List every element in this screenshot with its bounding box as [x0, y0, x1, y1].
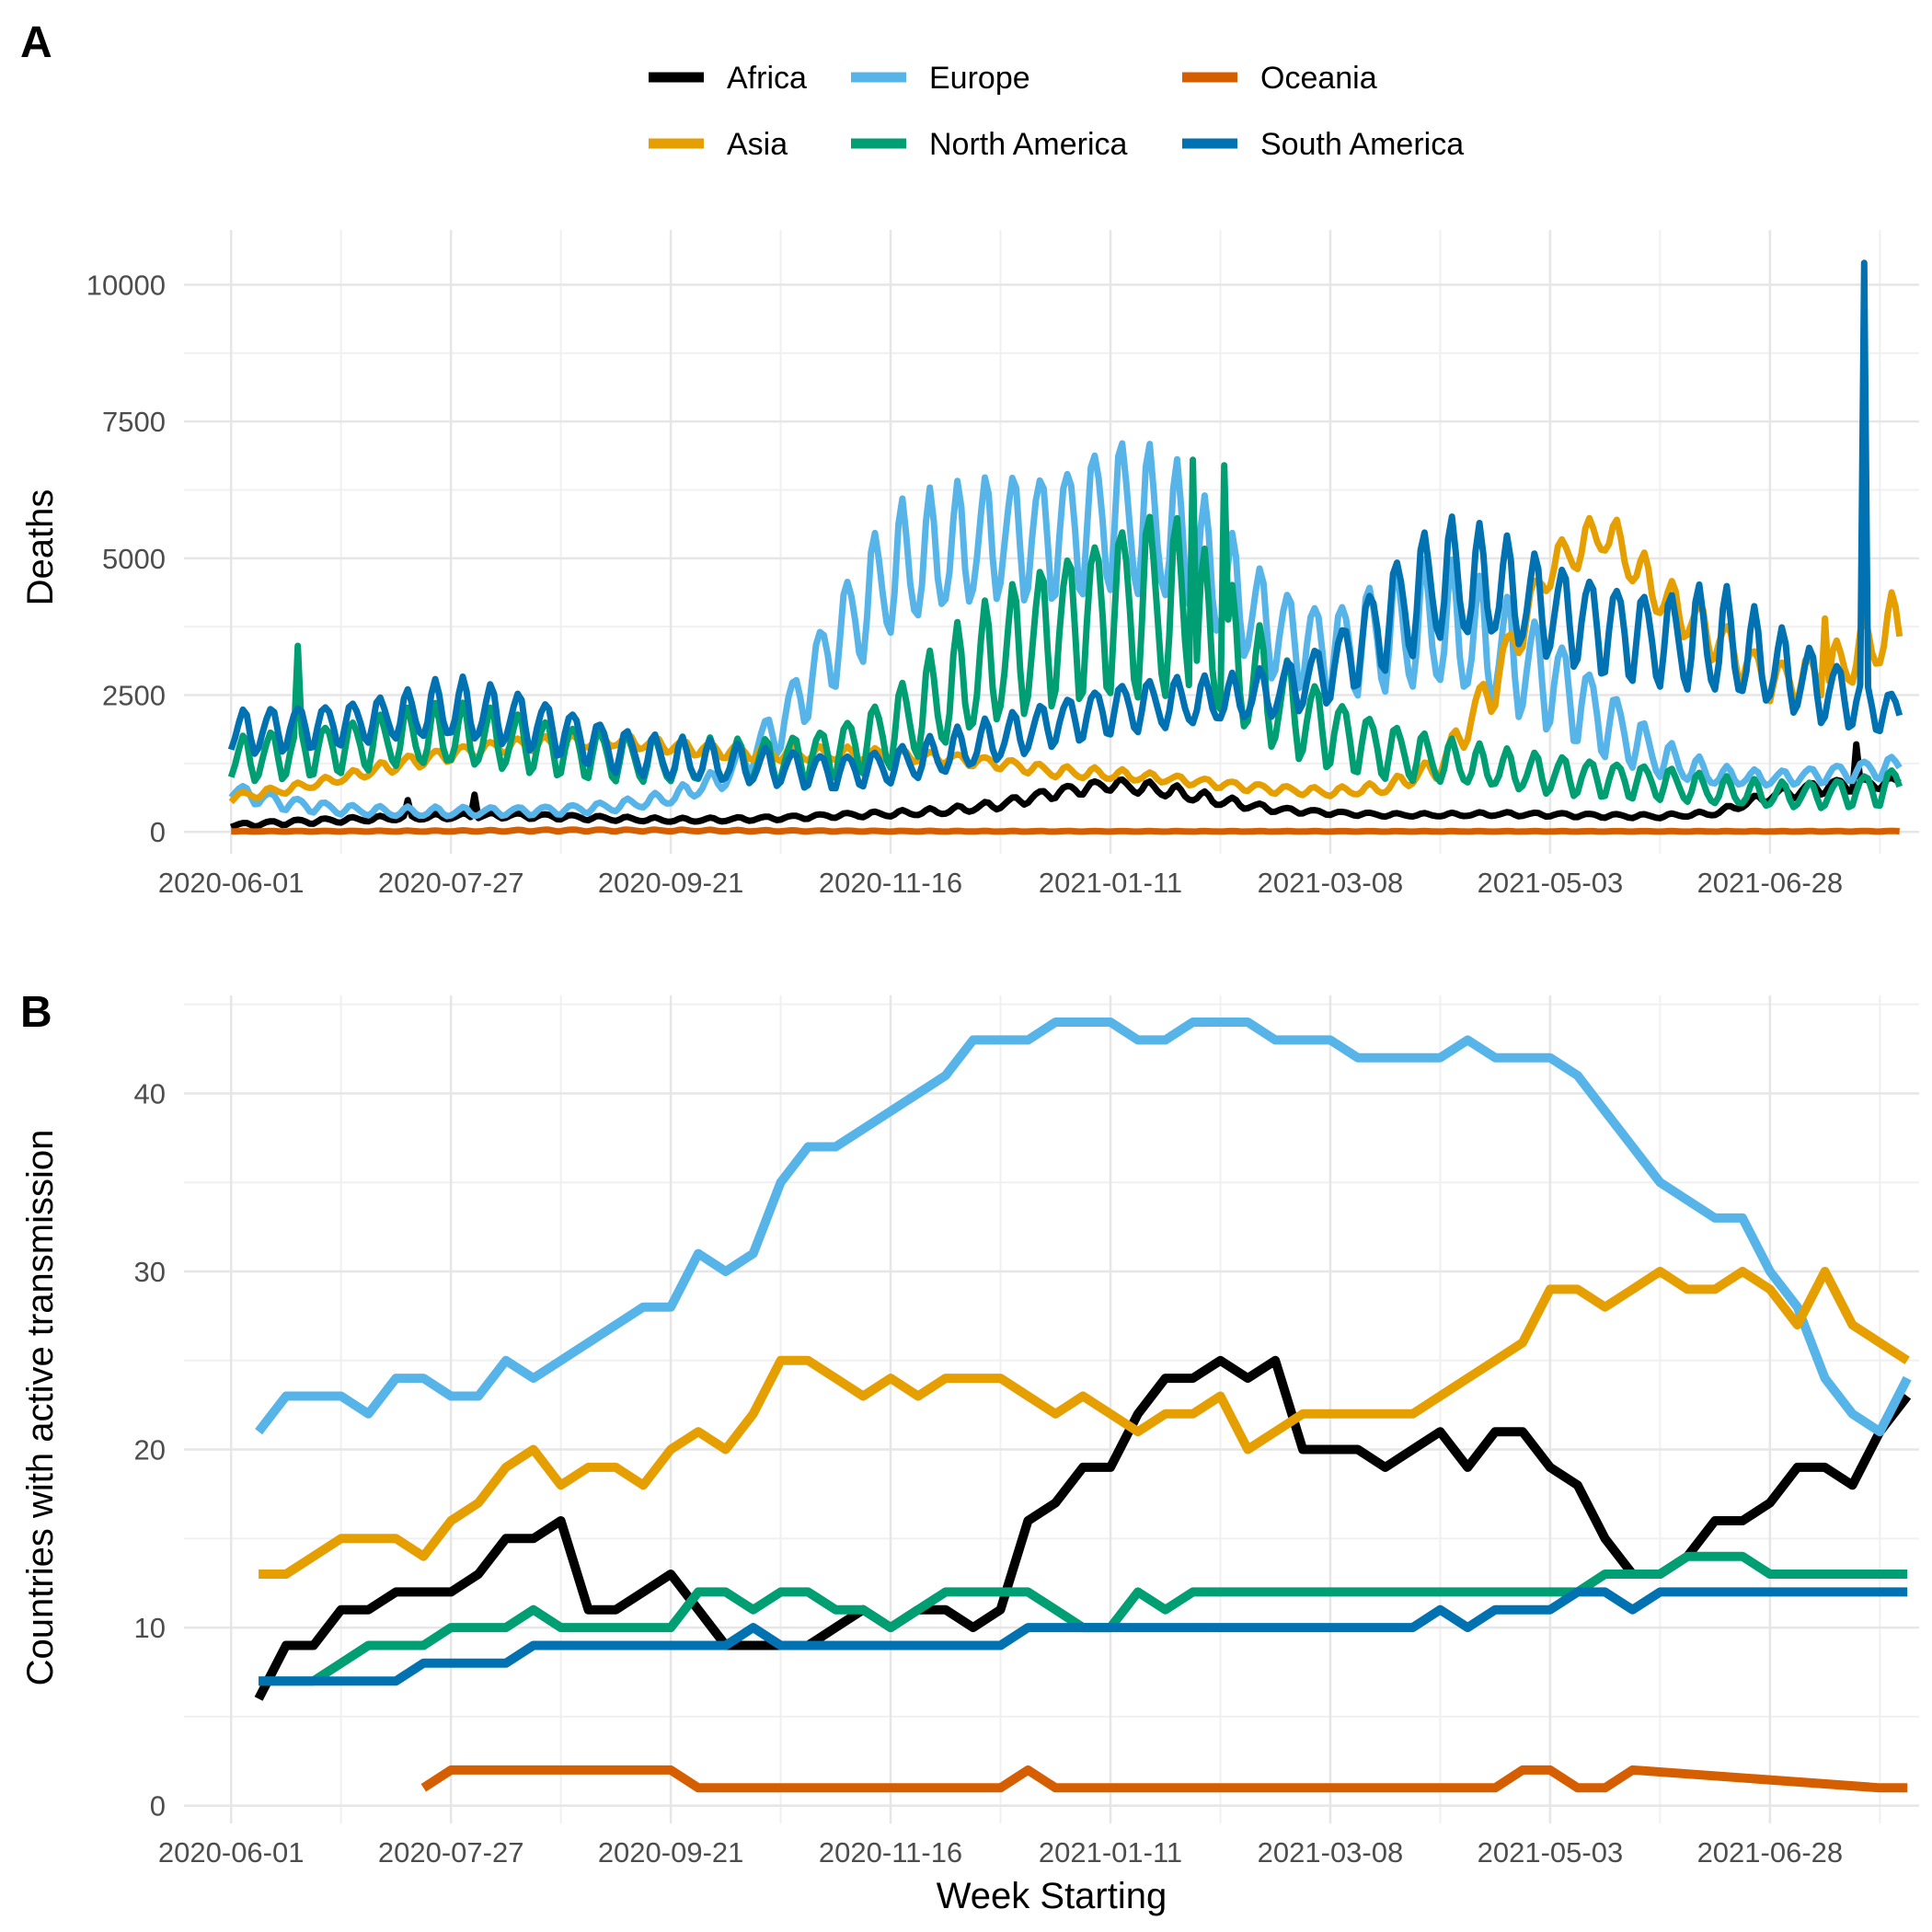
panel-b-x-tick-label: 2021-01-11 — [1039, 1836, 1182, 1869]
panel-a-x-tick-label: 2020-06-01 — [158, 867, 305, 899]
legend: Africa Europe Oceania Asia North America Sout… — [649, 61, 1464, 162]
legend-item-oceania: Oceania — [1182, 61, 1377, 96]
panel-a-line-oceania — [231, 826, 1900, 835]
panel-a-x-tick-label: 2020-11-16 — [819, 867, 962, 899]
legend-label-asia: Asia — [727, 127, 788, 162]
panel-b-x-tick-label: 2021-03-08 — [1258, 1836, 1404, 1869]
legend-label-north-america: North America — [929, 127, 1127, 162]
panel-a-y-tick-label: 7500 — [102, 406, 166, 438]
panel-a-x-tick-label: 2021-05-03 — [1478, 867, 1624, 899]
panel-a-line-europe — [228, 440, 1903, 820]
x-axis-title: Week Starting — [937, 1876, 1167, 1916]
panel-a-x-tick-label: 2021-06-28 — [1697, 867, 1844, 899]
panel-a-y-tick-label: 10000 — [86, 269, 166, 301]
panel-a-plot: 2020-06-01 2020-07-27 2020-09-21 2020-11-16… — [86, 230, 1919, 899]
panel-b-y-axis-title: Countries with active transmission — [20, 1130, 61, 1686]
legend-label-africa: Africa — [727, 61, 807, 96]
panel-b-x-tick-label: 2021-05-03 — [1478, 1836, 1624, 1869]
panel-a-tag: A — [20, 18, 52, 67]
legend-item-africa: Africa — [649, 61, 807, 96]
panel-b-y-tick-label: 10 — [134, 1612, 166, 1644]
panel-a-y-tick-label: 0 — [150, 816, 166, 848]
panel-a-series — [227, 259, 1903, 835]
panel-a-x-tick-label: 2020-09-21 — [598, 867, 744, 899]
panel-a-x-tick-label: 2020-07-27 — [378, 867, 524, 899]
panel-a-x-tick-label: 2021-01-11 — [1039, 867, 1182, 899]
panel-b-tag: B — [20, 988, 52, 1037]
panel-b-line-asia — [259, 1267, 1910, 1579]
panel-b-y-tick-label: 0 — [150, 1790, 166, 1823]
panel-b-x-tick-label: 2021-06-28 — [1697, 1836, 1844, 1869]
panel-a-x-tick-label: 2021-03-08 — [1258, 867, 1404, 899]
panel-a-y-axis-title: Deaths — [20, 489, 61, 606]
panel-b-y-tick-label: 20 — [134, 1434, 166, 1466]
panel-a-line-south-america — [227, 259, 1903, 792]
panel-b-grid — [184, 995, 1919, 1823]
panel-b-y-tick-label: 30 — [134, 1256, 166, 1288]
panel-b-plot: 2020-06-01 2020-07-27 2020-09-21 2020-11-16… — [134, 995, 1919, 1869]
panel-a-grid — [184, 230, 1919, 854]
panel-a-y-tick-label: 5000 — [102, 543, 166, 575]
panel-b-line-europe — [255, 1018, 1912, 1437]
panel-b-x-tick-label: 2020-09-21 — [598, 1836, 744, 1869]
legend-label-oceania: Oceania — [1260, 61, 1377, 96]
panel-a-y-tick-label: 2500 — [102, 680, 166, 712]
panel-b-line-south-america — [259, 1587, 1908, 1686]
legend-item-europe: Europe — [851, 61, 1030, 96]
legend-label-south-america: South America — [1260, 127, 1464, 162]
panel-b-line-oceania — [420, 1765, 1908, 1793]
legend-item-north-america: North America — [851, 127, 1127, 162]
panel-a-line-north-america — [227, 456, 1903, 811]
panel-b-series — [254, 1018, 1912, 1793]
panel-b-y-tick-label: 40 — [134, 1077, 166, 1110]
panel-b-x-tick-label: 2020-11-16 — [819, 1836, 962, 1869]
legend-item-asia: Asia — [649, 127, 788, 162]
panel-b-x-tick-label: 2020-06-01 — [158, 1836, 305, 1869]
legend-label-europe: Europe — [929, 61, 1030, 96]
legend-item-south-america: South America — [1182, 127, 1464, 162]
panel-b-x-tick-label: 2020-07-27 — [378, 1836, 524, 1869]
